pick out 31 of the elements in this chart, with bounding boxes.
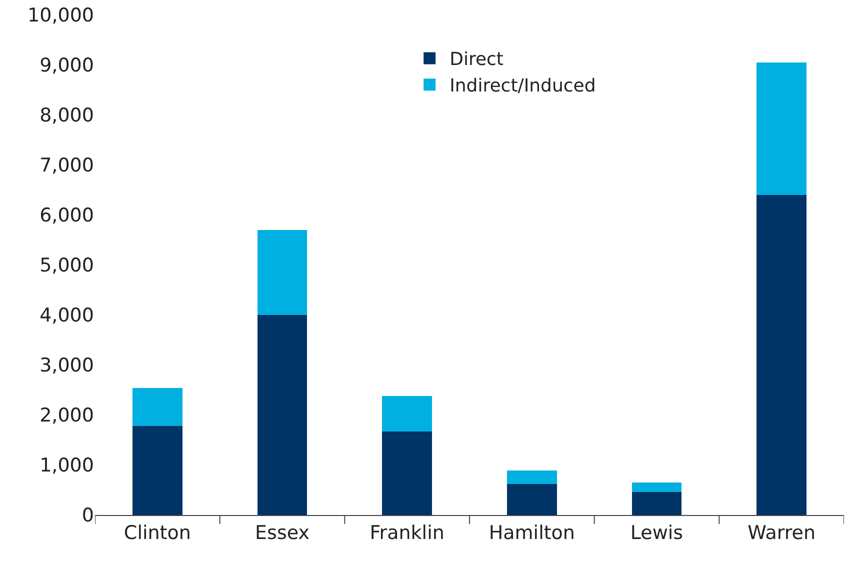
y-tick-label: 9,000 xyxy=(40,54,94,77)
legend-label: Indirect/Induced xyxy=(450,76,596,97)
y-tick-label: 1,000 xyxy=(40,454,94,477)
x-tick-label: Lewis xyxy=(630,522,684,544)
y-tick-label: 5,000 xyxy=(40,254,94,277)
y-tick-label: 2,000 xyxy=(40,404,94,427)
y-tick-label: 4,000 xyxy=(40,304,94,327)
y-tick-label: 3,000 xyxy=(40,354,94,377)
bar xyxy=(632,482,682,492)
x-tick-label: Warren xyxy=(748,522,816,544)
bar xyxy=(132,388,182,426)
bar xyxy=(132,426,182,515)
bar xyxy=(506,470,557,484)
bar xyxy=(257,230,308,315)
x-tick-label: Hamilton xyxy=(488,522,575,544)
y-tick-label: 6,000 xyxy=(40,204,94,227)
bar xyxy=(632,492,682,515)
x-tick-label: Franklin xyxy=(370,522,444,544)
bar xyxy=(382,432,432,515)
y-tick-label: 8,000 xyxy=(40,104,94,127)
bar xyxy=(257,315,308,515)
y-tick-label: 0 xyxy=(82,504,94,527)
x-tick-label: Clinton xyxy=(124,522,191,544)
bar xyxy=(756,195,807,515)
x-tick-label: Essex xyxy=(255,522,310,544)
y-tick-label: 10,000 xyxy=(28,4,94,27)
bar xyxy=(506,484,557,515)
y-tick-label: 7,000 xyxy=(40,154,94,177)
bar xyxy=(382,396,432,432)
bar xyxy=(756,62,807,195)
legend-label: Direct xyxy=(450,49,504,70)
